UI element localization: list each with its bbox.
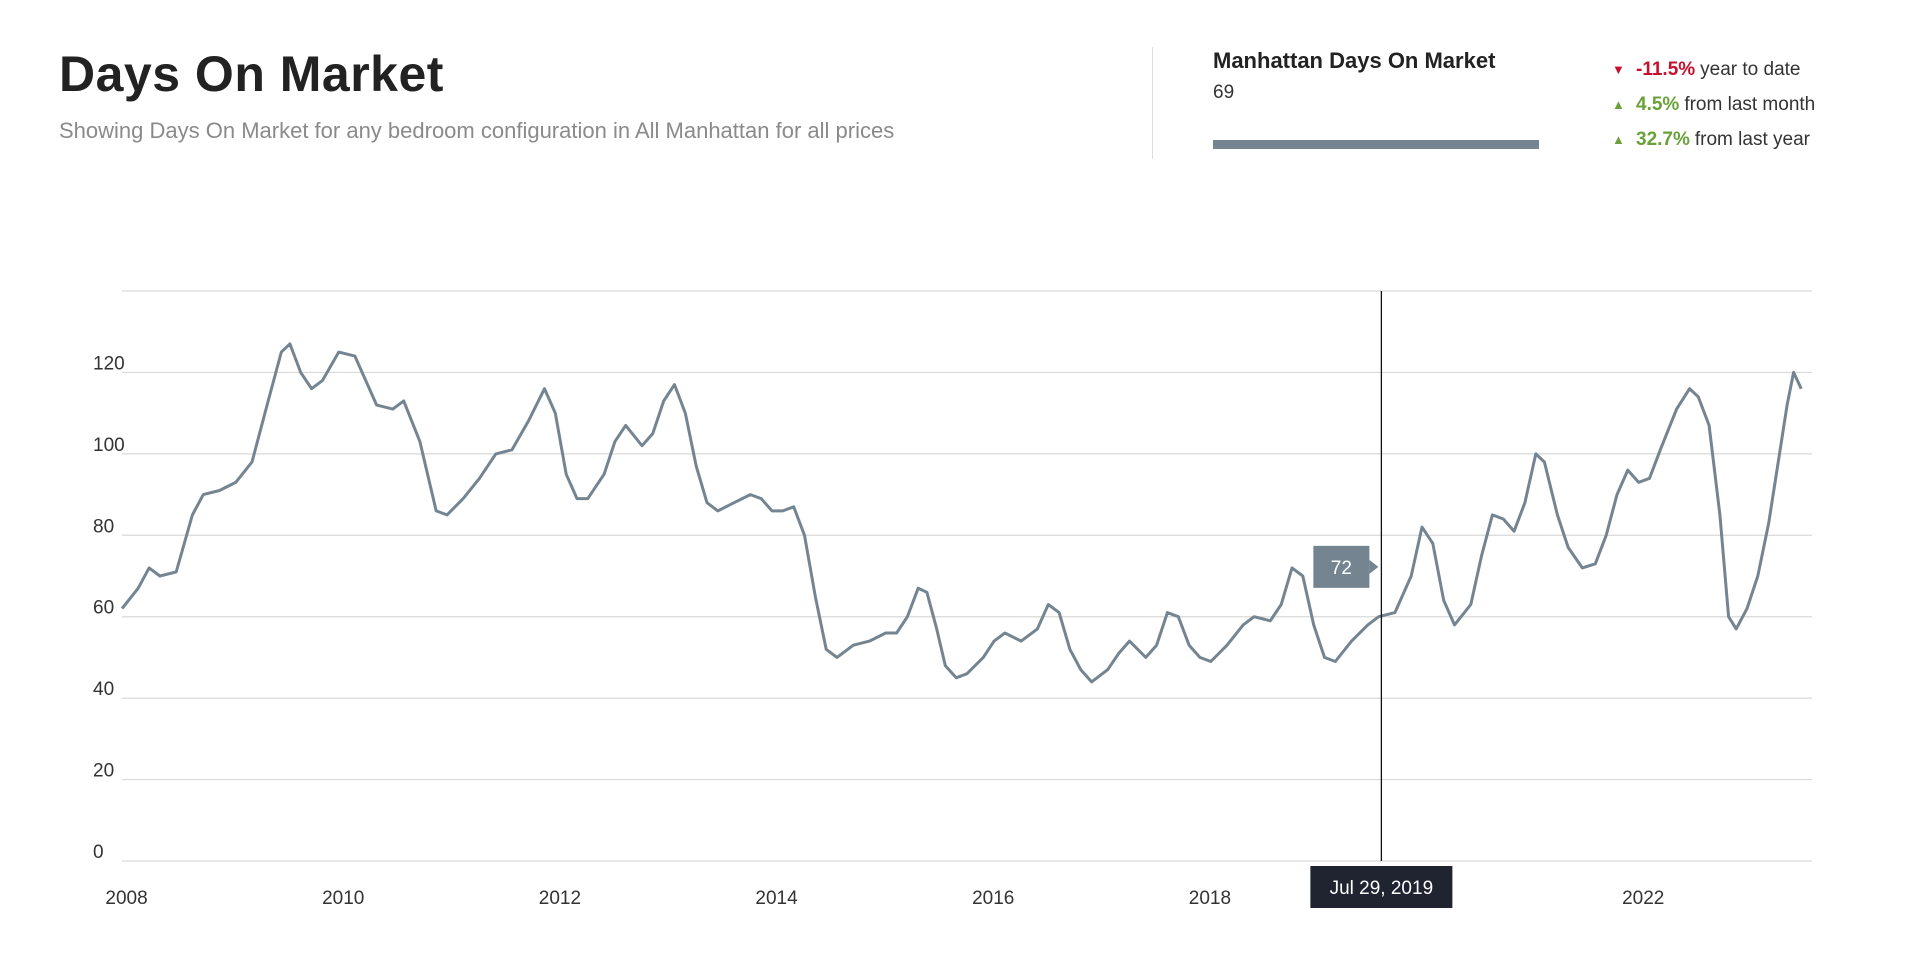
y-tick-label: 40 <box>93 679 114 700</box>
change-month-label: from last month <box>1684 93 1816 115</box>
series-line[interactable] <box>120 342 1803 684</box>
x-tick-label: 2010 <box>322 888 364 909</box>
value-tooltip-pointer <box>1369 559 1379 574</box>
triangle-up-icon: ▲ <box>1612 97 1625 112</box>
header: Days On Market Showing Days On Market fo… <box>59 44 894 144</box>
change-ytd-pct: -11.5% <box>1636 58 1696 80</box>
y-tick-label: 80 <box>93 516 114 537</box>
date-tooltip: Jul 29, 2019 <box>1310 866 1453 908</box>
x-tick-label: 2012 <box>539 888 581 909</box>
y-tick-label: 60 <box>93 598 114 619</box>
change-month: ▲ 4.5% from last month <box>1612 87 1815 122</box>
change-year-label: from last year <box>1694 128 1810 150</box>
summary-bar <box>1213 140 1539 149</box>
header-divider <box>1152 47 1153 159</box>
date-tooltip-text: Jul 29, 2019 <box>1330 878 1434 899</box>
y-tick-label: 20 <box>93 761 114 782</box>
grid-layer <box>122 290 1812 862</box>
change-year: ▲ 32.7% from last year <box>1612 122 1815 157</box>
page-subtitle: Showing Days On Market for any bedroom c… <box>59 118 895 143</box>
page-title: Days On Market <box>59 46 444 102</box>
x-tick-label: 2008 <box>105 888 147 909</box>
y-tick-label: 120 <box>93 353 125 374</box>
summary-value: 69 <box>1213 82 1235 103</box>
summary-panel: Manhattan Days On Market 69 <box>1213 48 1543 149</box>
change-month-pct: 4.5% <box>1636 93 1680 115</box>
summary-title: Manhattan Days On Market <box>1213 48 1496 73</box>
x-tick-label: 2016 <box>972 888 1014 909</box>
x-tick-label: 2022 <box>1622 888 1664 909</box>
value-tooltip-text: 72 <box>1331 558 1352 579</box>
change-list: ▼ -11.5% year to date ▲ 4.5% from last m… <box>1612 52 1815 157</box>
y-axis-labels: 0 20 40 60 80 100 120 <box>93 353 125 863</box>
date-tooltip-box <box>1310 866 1453 908</box>
change-year-pct: 32.7% <box>1636 128 1690 150</box>
y-tick-label: 100 <box>93 435 125 456</box>
change-ytd-label: year to date <box>1700 58 1801 80</box>
y-tick-label: 0 <box>93 842 104 863</box>
value-tooltip: 72 <box>1313 545 1379 588</box>
x-tick-label: 2018 <box>1189 888 1231 909</box>
triangle-down-icon: ▼ <box>1612 62 1625 77</box>
value-tooltip-box <box>1313 545 1370 588</box>
change-ytd: ▼ -11.5% year to date <box>1612 52 1815 87</box>
triangle-up-icon: ▲ <box>1612 132 1625 147</box>
x-tick-label: 2014 <box>755 888 798 909</box>
